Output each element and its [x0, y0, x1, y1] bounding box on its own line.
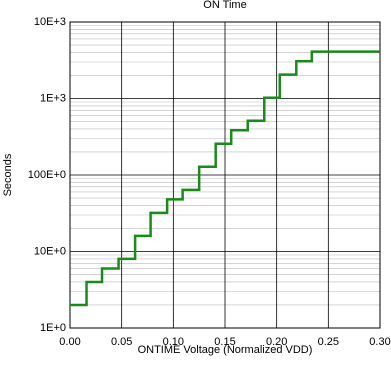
y-tick-label: 10E+3: [34, 16, 66, 28]
x-tick-label: 0.15: [214, 336, 235, 348]
y-axis-label: Seconds: [2, 153, 14, 196]
x-tick-label: 0.20: [266, 336, 287, 348]
x-tick-label: 0.30: [369, 336, 390, 348]
x-tick-label: 0.10: [163, 336, 184, 348]
step-line: [70, 50, 380, 307]
y-tick-label: 10E+0: [34, 245, 66, 257]
x-tick-label: 0.00: [59, 336, 80, 348]
chart-title: ON Time: [203, 0, 246, 11]
x-tick-label: 0.05: [111, 336, 132, 348]
y-tick-label: 1E+3: [40, 92, 66, 104]
plot-frame: [69, 21, 381, 329]
x-axis-label: ONTIME Voltage (Normalized VDD): [138, 344, 313, 356]
y-tick-label: 100E+0: [28, 169, 66, 181]
x-tick-label: 0.25: [318, 336, 339, 348]
y-tick-label: 1E+0: [40, 322, 66, 334]
